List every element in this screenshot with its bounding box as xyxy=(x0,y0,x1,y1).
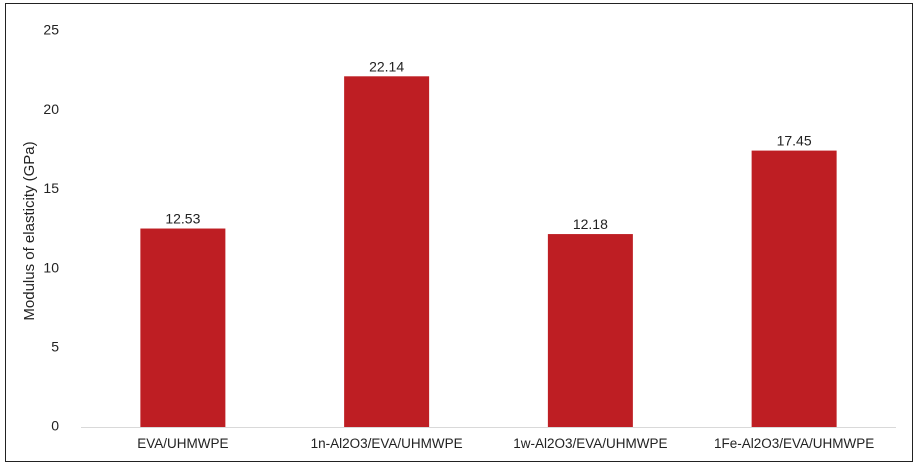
x-tick-label: 1Fe-Al2O3/EVA/UHMWPE xyxy=(714,436,874,451)
bar-value-label: 12.18 xyxy=(573,216,608,232)
y-tick-label: 20 xyxy=(43,101,59,117)
bar-value-label: 22.14 xyxy=(369,58,404,74)
bar-value-label: 12.53 xyxy=(165,211,200,227)
y-axis-title: Modulus of elasticity (GPa) xyxy=(21,141,38,320)
bar xyxy=(140,228,226,427)
bar-chart: Modulus of elasticity (GPa) 0 5 10 15 20 25 1… xyxy=(21,22,896,451)
x-tick-label: 1w-Al2O3/EVA/UHMWPE xyxy=(513,436,667,451)
bar xyxy=(751,150,837,428)
y-tick-label: 15 xyxy=(43,180,59,196)
x-tick-label: 1n-Al2O3/EVA/UHMWPE xyxy=(311,436,463,451)
y-tick-label: 10 xyxy=(43,259,59,275)
bar-value-label: 17.45 xyxy=(777,133,812,149)
y-tick-label: 0 xyxy=(51,418,59,434)
bar xyxy=(344,76,430,427)
chart-frame: Modulus of elasticity (GPa) 0 5 10 15 20 25 1… xyxy=(5,3,913,462)
bar xyxy=(547,234,633,427)
y-tick-label: 5 xyxy=(51,339,59,355)
y-tick-label: 25 xyxy=(43,22,59,38)
x-tick-label: EVA/UHMWPE xyxy=(137,436,228,451)
